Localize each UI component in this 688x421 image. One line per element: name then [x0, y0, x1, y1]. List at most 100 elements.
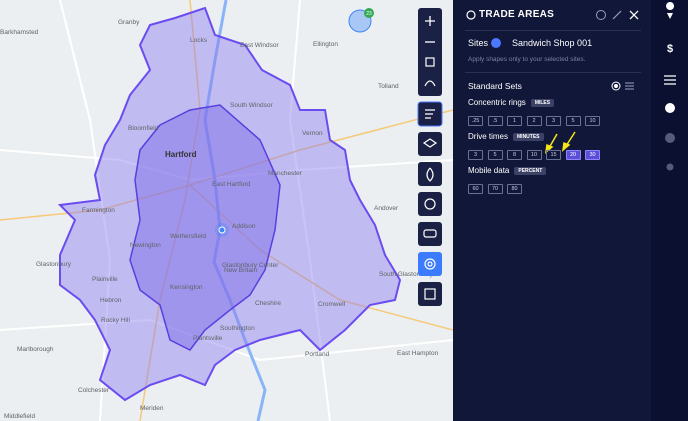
tool-heat[interactable]	[418, 162, 442, 186]
drive-time-30[interactable]	[57, 6, 402, 402]
unit-badge: MINUTES	[513, 132, 544, 141]
option-button[interactable]: 15	[546, 150, 561, 160]
place-label: Plainville	[92, 276, 118, 283]
tool-icons	[422, 109, 438, 300]
place-label: Ellington	[313, 41, 338, 48]
place-label: New Britain	[224, 267, 258, 274]
tool-trade-areas[interactable]	[418, 252, 442, 276]
pin-icon[interactable]	[666, 163, 674, 171]
place-label: South Windsor	[230, 102, 273, 109]
drive-time-20[interactable]	[129, 104, 281, 351]
group-name: Concentric rings	[468, 98, 526, 107]
sites-label: Sites	[468, 38, 489, 48]
option-button[interactable]: .25	[468, 116, 483, 126]
title-icon	[466, 10, 476, 20]
location-icon[interactable]	[666, 2, 675, 19]
filters-icon[interactable]	[664, 75, 676, 85]
place-label: Meriden	[140, 405, 164, 412]
option-button[interactable]: .5	[487, 116, 503, 126]
option-button[interactable]: 1	[507, 116, 522, 126]
target-icon[interactable]	[665, 103, 675, 113]
place-label: Glastonbury Center	[222, 262, 279, 269]
option-button[interactable]: 60	[468, 184, 483, 194]
place-label: Cheshire	[255, 300, 281, 307]
place-label: Glastonbury	[36, 261, 72, 268]
place-label: Barkhamsted	[0, 29, 39, 36]
option-button[interactable]: 5	[565, 116, 581, 126]
dollar-icon[interactable]: $	[667, 43, 673, 55]
panel: TRADE AREAS Sites Sandwich Shop 001 Apply…	[453, 0, 651, 421]
toolbar	[417, 8, 443, 306]
place-label: Plantsville	[193, 335, 223, 342]
option-button[interactable]: 10	[585, 116, 600, 126]
group-heading: Drive times MINUTES	[468, 132, 544, 141]
radio-dot	[614, 84, 618, 88]
zoom-in[interactable]	[425, 16, 435, 26]
option-button[interactable]: 8	[507, 150, 522, 160]
tool-drive[interactable]	[418, 222, 442, 246]
radio[interactable]	[611, 81, 621, 91]
pie-icon[interactable]	[665, 133, 675, 143]
place-label: Newington	[130, 242, 161, 249]
place-label: South Glastonbury	[379, 271, 434, 278]
place-label: Andover	[374, 205, 399, 212]
site-dot	[491, 38, 501, 48]
option-button[interactable]: 5	[487, 150, 503, 160]
cluster-count: 23	[366, 11, 372, 17]
panel-title: TRADE AREAS	[479, 9, 555, 20]
map[interactable]: 23 Barkhamsted Granby Locks East Windsor Ell…	[0, 0, 453, 421]
map-bg	[0, 0, 453, 421]
place-label: Rocky Hill	[101, 317, 130, 324]
separator	[465, 30, 641, 31]
place-label: Colchester	[78, 387, 110, 394]
sites-row: Sites Sandwich Shop 001	[468, 38, 592, 48]
route[interactable]	[424, 80, 436, 87]
option-button[interactable]: 10	[526, 150, 542, 160]
place-label: East Windsor	[240, 42, 279, 49]
place-label: Hebron	[100, 297, 122, 304]
place-label: Tolland	[378, 83, 399, 90]
tool-chart[interactable]	[418, 192, 442, 216]
tool-plugins[interactable]	[418, 282, 442, 306]
tool-layers[interactable]	[418, 132, 442, 156]
option-button[interactable]: 70	[487, 184, 503, 194]
hint: Apply shapes only to your selected sites…	[468, 56, 586, 63]
group-heading: Mobile data PERCENT	[468, 166, 547, 175]
option-button[interactable]: 3	[546, 116, 561, 126]
highways	[0, 0, 453, 421]
panel-icons	[466, 10, 639, 154]
unit-badge: MILES	[530, 98, 555, 107]
group-name: Mobile data	[468, 166, 510, 175]
place-label: Wethersfield	[170, 233, 206, 240]
options-row: 60 70 80	[468, 184, 522, 194]
place-label: Portland	[305, 351, 330, 358]
separator	[465, 72, 641, 73]
help[interactable]	[596, 10, 606, 20]
options-row: 3 5 8 10 15 20 30	[468, 150, 600, 160]
river	[203, 0, 267, 421]
place-label: Middlefield	[4, 413, 35, 420]
place-label: Vernon	[302, 130, 323, 137]
site-name[interactable]: Sandwich Shop 001	[512, 38, 593, 48]
group-name: Drive times	[468, 132, 509, 141]
map-style[interactable]	[425, 57, 435, 67]
site-marker[interactable]	[218, 226, 226, 234]
list-view[interactable]	[625, 82, 634, 90]
option-button[interactable]: 80	[507, 184, 522, 194]
unit-badge: PERCENT	[514, 166, 547, 175]
option-button[interactable]: 2	[526, 116, 542, 126]
place-label: Cromwell	[318, 301, 346, 308]
option-button[interactable]: 20	[565, 150, 581, 160]
zoom-group	[418, 8, 442, 96]
place-label: Manchester	[268, 170, 303, 177]
place-label: Granby	[118, 19, 140, 26]
close[interactable]	[629, 10, 639, 20]
annotation-arrows	[544, 131, 576, 154]
map-labels: Barkhamsted Granby Locks East Windsor Elling…	[0, 19, 439, 420]
place-label: Bloomfield	[128, 125, 159, 132]
collapse[interactable]	[612, 10, 622, 20]
option-button[interactable]: 30	[585, 150, 600, 160]
cluster-badge	[364, 8, 374, 18]
place-label: Marlborough	[17, 346, 54, 353]
option-button[interactable]: 3	[468, 150, 483, 160]
